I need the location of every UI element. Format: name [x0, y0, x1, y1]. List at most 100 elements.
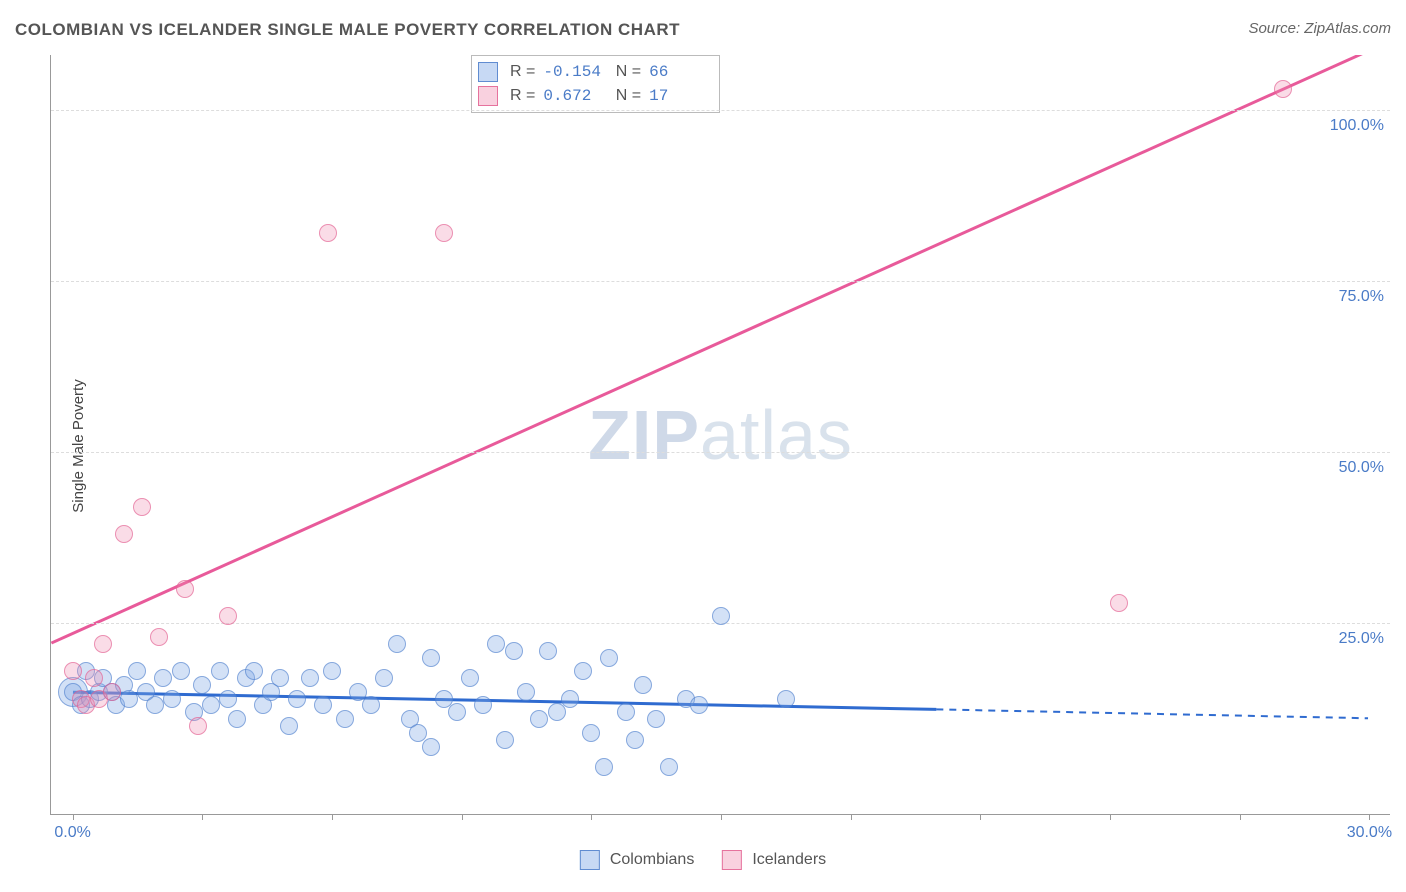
data-point-colombians	[496, 731, 514, 749]
data-point-icelanders	[94, 635, 112, 653]
watermark-logo: ZIPatlas	[588, 395, 853, 475]
legend-stats-row-colombians: R = -0.154 N = 66	[478, 60, 709, 84]
watermark-atlas: atlas	[700, 396, 853, 474]
swatch-icelanders	[478, 86, 498, 106]
x-tick-mark	[1110, 814, 1111, 820]
y-tick-label: 25.0%	[1339, 630, 1384, 648]
y-tick-label: 50.0%	[1339, 459, 1384, 477]
y-tick-label: 100.0%	[1330, 117, 1384, 135]
legend-label-icelanders: Icelanders	[752, 851, 826, 869]
data-point-colombians	[146, 696, 164, 714]
stat-r-label: R =	[510, 84, 535, 108]
x-tick-mark	[462, 814, 463, 820]
legend-item-colombians: Colombians	[580, 850, 694, 870]
data-point-colombians	[336, 710, 354, 728]
x-tick-mark	[851, 814, 852, 820]
data-point-icelanders	[150, 628, 168, 646]
data-point-colombians	[154, 669, 172, 687]
data-point-colombians	[777, 690, 795, 708]
data-point-icelanders	[133, 498, 151, 516]
x-tick-label: 30.0%	[1347, 824, 1392, 842]
x-tick-label: 0.0%	[54, 824, 90, 842]
data-point-icelanders	[1110, 594, 1128, 612]
stat-n-value-colombians: 66	[649, 60, 709, 84]
regression-line-icelanders	[51, 55, 1389, 643]
chart-title: COLOMBIAN VS ICELANDER SINGLE MALE POVER…	[15, 20, 680, 40]
data-point-colombians	[574, 662, 592, 680]
x-tick-mark	[591, 814, 592, 820]
data-point-colombians	[245, 662, 263, 680]
data-point-colombians	[422, 738, 440, 756]
data-point-colombians	[362, 696, 380, 714]
data-point-colombians	[422, 649, 440, 667]
data-point-colombians	[634, 676, 652, 694]
regression-lines-layer	[51, 55, 1390, 814]
gridline	[51, 452, 1390, 453]
data-point-colombians	[219, 690, 237, 708]
data-point-colombians	[660, 758, 678, 776]
data-point-icelanders	[176, 580, 194, 598]
data-point-colombians	[647, 710, 665, 728]
watermark-zip: ZIP	[588, 396, 700, 474]
x-tick-mark	[202, 814, 203, 820]
data-point-colombians	[530, 710, 548, 728]
swatch-icelanders	[722, 850, 742, 870]
data-point-colombians	[163, 690, 181, 708]
stat-n-value-icelanders: 17	[649, 84, 709, 108]
data-point-colombians	[375, 669, 393, 687]
stat-n-label: N =	[611, 84, 641, 108]
data-point-colombians	[448, 703, 466, 721]
data-point-colombians	[202, 696, 220, 714]
y-tick-label: 75.0%	[1339, 288, 1384, 306]
data-point-colombians	[474, 696, 492, 714]
regression-extrapolation-colombians	[936, 709, 1368, 718]
data-point-colombians	[461, 669, 479, 687]
gridline	[51, 281, 1390, 282]
data-point-colombians	[193, 676, 211, 694]
swatch-colombians	[580, 850, 600, 870]
x-tick-mark	[73, 814, 74, 820]
stat-n-label: N =	[611, 60, 641, 84]
data-point-icelanders	[85, 669, 103, 687]
data-point-colombians	[690, 696, 708, 714]
legend-item-icelanders: Icelanders	[722, 850, 826, 870]
x-tick-mark	[980, 814, 981, 820]
stat-r-label: R =	[510, 60, 535, 84]
x-tick-mark	[1240, 814, 1241, 820]
x-tick-mark	[332, 814, 333, 820]
data-point-colombians	[617, 703, 635, 721]
data-point-colombians	[539, 642, 557, 660]
data-point-icelanders	[115, 525, 133, 543]
data-point-colombians	[280, 717, 298, 735]
data-point-colombians	[505, 642, 523, 660]
data-point-colombians	[120, 690, 138, 708]
data-point-colombians	[626, 731, 644, 749]
data-point-colombians	[388, 635, 406, 653]
data-point-colombians	[128, 662, 146, 680]
data-point-colombians	[561, 690, 579, 708]
data-point-icelanders	[219, 607, 237, 625]
data-point-colombians	[314, 696, 332, 714]
gridline	[51, 110, 1390, 111]
stat-r-value-colombians: -0.154	[543, 60, 603, 84]
data-point-colombians	[712, 607, 730, 625]
data-point-colombians	[600, 649, 618, 667]
data-point-icelanders	[189, 717, 207, 735]
legend-label-colombians: Colombians	[610, 851, 694, 869]
data-point-icelanders	[1274, 80, 1292, 98]
data-point-icelanders	[319, 224, 337, 242]
stat-r-value-icelanders: 0.672	[543, 84, 603, 108]
data-point-colombians	[228, 710, 246, 728]
data-point-colombians	[517, 683, 535, 701]
data-point-colombians	[172, 662, 190, 680]
data-point-colombians	[288, 690, 306, 708]
data-point-icelanders	[103, 683, 121, 701]
legend-stats-row-icelanders: R = 0.672 N = 17	[478, 84, 709, 108]
data-point-colombians	[582, 724, 600, 742]
legend-stats-box: R = -0.154 N = 66 R = 0.672 N = 17	[471, 55, 720, 113]
data-point-colombians	[487, 635, 505, 653]
data-point-colombians	[548, 703, 566, 721]
data-point-colombians	[271, 669, 289, 687]
data-point-colombians	[301, 669, 319, 687]
source-attribution: Source: ZipAtlas.com	[1248, 20, 1391, 37]
